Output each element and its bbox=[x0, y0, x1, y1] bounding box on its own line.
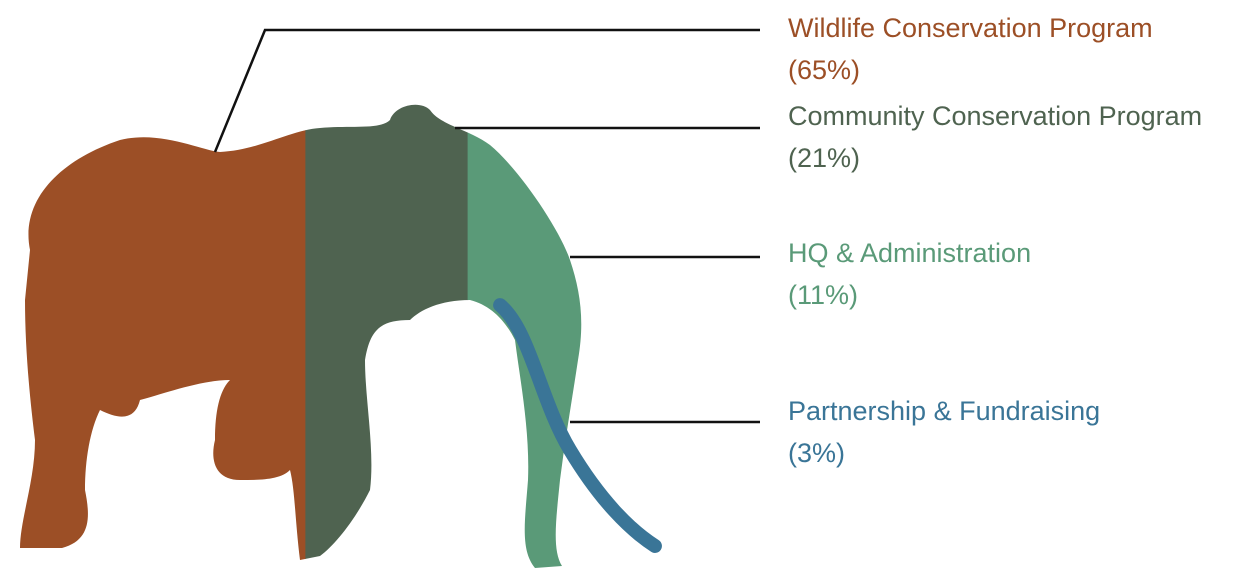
value-label: (21%) bbox=[788, 143, 860, 173]
legend-label: Wildlife Conservation Program bbox=[788, 13, 1153, 43]
chart: Wildlife Conservation Program (65%) Commun… bbox=[0, 0, 1239, 571]
elephant-segment bbox=[20, 0, 306, 571]
value-label: (65%) bbox=[788, 55, 860, 85]
legend-label: Partnership & Fundraising bbox=[788, 396, 1100, 426]
elephant-segment bbox=[468, 0, 586, 571]
value-label: (11%) bbox=[788, 280, 858, 310]
elephant-segment bbox=[305, 0, 468, 571]
legend-label: HQ & Administration bbox=[788, 238, 1031, 268]
value-label: (3%) bbox=[788, 438, 845, 468]
elephant bbox=[20, 0, 586, 571]
legend-label: Community Conservation Program bbox=[788, 101, 1202, 131]
